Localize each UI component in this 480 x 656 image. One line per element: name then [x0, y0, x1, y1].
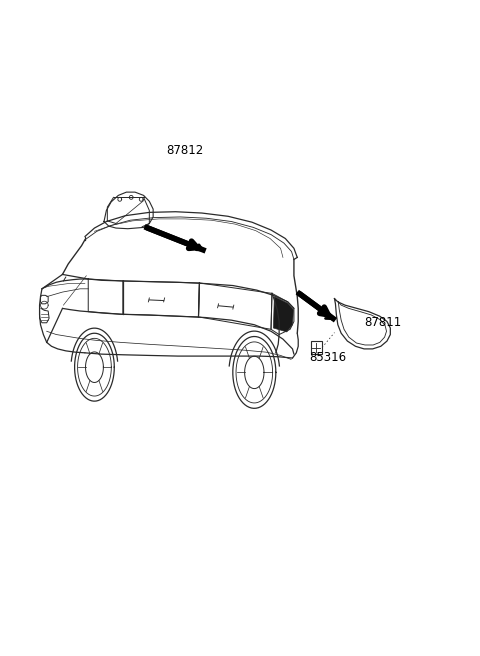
Text: 87811: 87811 [364, 316, 401, 329]
Text: 87812: 87812 [166, 144, 204, 157]
Text: 85316: 85316 [309, 351, 347, 364]
Polygon shape [274, 297, 293, 332]
